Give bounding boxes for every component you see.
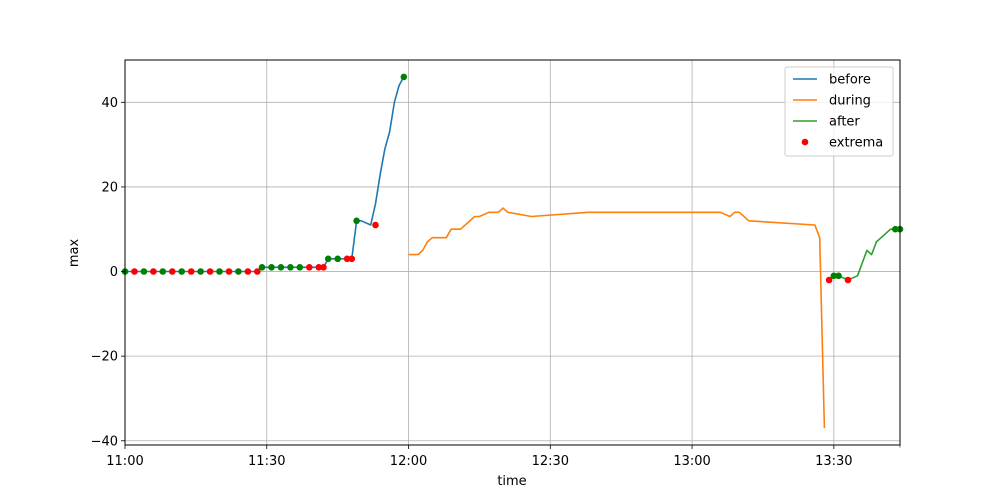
extrema-point [372,221,379,229]
extrema-point [131,268,138,275]
y-tick-label: −20 [91,350,118,365]
x-tick-label: 12:00 [390,454,427,469]
series-line-after [828,228,900,281]
series-line-during [408,207,826,429]
extrema-point [140,268,148,275]
legend-box [784,66,894,157]
y-tick-label: 0 [110,265,118,280]
extrema-point [159,268,167,275]
extrema-point [825,276,833,284]
extrema-point [225,268,233,275]
legend-label-before: before [829,73,871,88]
extrema-point [348,255,356,263]
axis-ticks: 11:00 11:30 12:00 12:30 13:00 13:30 −40 −20 0 20 4… [91,96,901,469]
extrema-point [334,255,342,263]
series-layer [125,76,900,429]
plot-frame [124,59,901,446]
legend-marker-extrema [801,138,809,146]
extrema-point [343,255,351,263]
extrema-point [835,272,842,280]
legend: before during after extrema [784,66,894,157]
extrema-point [892,225,899,233]
x-tick-label: 13:30 [815,454,852,469]
extrema-point [315,264,323,271]
extrema-point [844,276,852,284]
extrema-point [197,268,204,275]
y-tick-label: −40 [91,434,118,449]
x-axis-label: time [497,474,526,489]
extrema-point [296,264,304,271]
extrema-point [150,268,157,275]
extrema-point [258,264,266,271]
x-tick-label: 12:30 [532,454,569,469]
y-tick-label: 20 [101,180,118,195]
legend-label-after: after [829,115,860,130]
x-tick-label: 11:00 [106,454,143,469]
x-tick-label: 13:00 [673,454,710,469]
x-tick-label: 11:30 [248,454,285,469]
extrema-point [187,268,195,275]
y-axis-label: max [67,239,82,268]
legend-label-during: during [829,94,871,109]
extrema-point [178,268,185,275]
extrema-point [277,264,285,271]
extrema-point [235,268,242,275]
extrema-point [268,264,275,271]
extrema-point [306,264,313,271]
extrema-point [169,268,176,275]
series-line-before [125,76,405,273]
extrema-point [830,272,838,280]
grid-lines [124,60,900,445]
extrema-point [244,268,252,275]
y-tick-label: 40 [101,96,118,111]
extrema-point [206,268,214,275]
legend-label-extrema: extrema [829,136,883,151]
extrema-point [400,73,408,81]
extrema-point [324,255,332,263]
extrema-point [253,268,261,275]
extrema-point [287,264,294,271]
extrema-point [353,217,360,225]
extrema-point [320,264,327,271]
extrema-point [216,268,223,275]
